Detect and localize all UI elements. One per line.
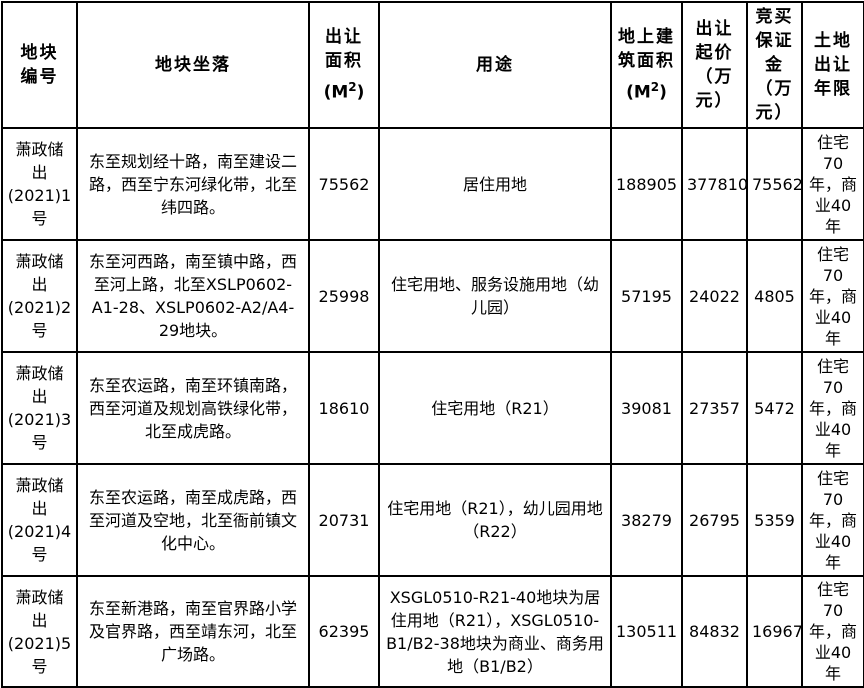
table-body: 萧政储 出 (2021)1 号 东至规划经十路，南至建设二路，西至宁东河绿化带，… [1,127,864,688]
cell-use: 居住用地 [378,127,612,241]
cell-tenure: 住宅 70 年，商 业40 年 [801,127,864,241]
cell-parcel-id: 萧政储 出 (2021)4 号 [1,463,78,577]
cell-tenure: 住宅 70 年，商 业40 年 [801,351,864,465]
cell-start-price: 27357 [681,351,748,465]
column-header-location: 地块坐落 [76,1,310,129]
cell-tenure: 住宅 70 年，商 业40 年 [801,239,864,353]
cell-use: 住宅用地（R21） [378,351,612,465]
column-header-use: 用途 [378,1,612,129]
table-row-parcel-3: 萧政储 出 (2021)3 号 东至农运路，南至环镇南路，西至河道及规划高铁绿化… [1,351,864,465]
table-row-parcel-1: 萧政储 出 (2021)1 号 东至规划经十路，南至建设二路，西至宁东河绿化带，… [1,127,864,241]
table-row-parcel-4: 萧政储 出 (2021)4 号 东至农运路，南至成虎路，西至河道及空地，北至衙前… [1,463,864,577]
cell-location: 东至农运路，南至成虎路，西至河道及空地，北至衙前镇文化中心。 [76,463,310,577]
cell-transfer-area: 62395 [308,575,380,688]
cell-parcel-id: 萧政储 出 (2021)5 号 [1,575,78,688]
column-header-start-price: 出让 起价 （万 元） [681,1,748,129]
cell-deposit: 75562 [746,127,803,241]
cell-start-price: 24022 [681,239,748,353]
cell-gfa: 188905 [610,127,683,241]
table-row-parcel-5: 萧政储 出 (2021)5 号 东至新港路，南至官界路小学及官界路，西至靖东河，… [1,575,864,688]
cell-tenure: 住宅 70 年，商 业40 年 [801,575,864,688]
cell-parcel-id: 萧政储 出 (2021)2 号 [1,239,78,353]
table-header: 地块 编号 地块坐落 出让 面积 (M2) 用途 地上建 筑面积 (M2) 出让… [1,1,864,129]
cell-start-price: 377810 [681,127,748,241]
cell-location: 东至新港路，南至官界路小学及官界路，西至靖东河，北至广场路。 [76,575,310,688]
cell-transfer-area: 75562 [308,127,380,241]
cell-gfa: 130511 [610,575,683,688]
cell-tenure: 住宅 70 年，商 业40 年 [801,463,864,577]
cell-use: XSGL0510-R21-40地块为居住用地（R21），XSGL0510-B1/… [378,575,612,688]
cell-gfa: 39081 [610,351,683,465]
cell-transfer-area: 25998 [308,239,380,353]
cell-deposit: 16967 [746,575,803,688]
column-header-gfa: 地上建 筑面积 (M2) [610,1,683,129]
cell-start-price: 84832 [681,575,748,688]
area-unit-label: (M2) [323,80,365,103]
cell-use: 住宅用地（R21），幼儿园用地（R22） [378,463,612,577]
cell-deposit: 5359 [746,463,803,577]
cell-gfa: 38279 [610,463,683,577]
cell-location: 东至农运路，南至环镇南路，西至河道及规划高铁绿化带，北至成虎路。 [76,351,310,465]
header-row: 地块 编号 地块坐落 出让 面积 (M2) 用途 地上建 筑面积 (M2) 出让… [1,1,864,129]
cell-transfer-area: 18610 [308,351,380,465]
cell-parcel-id: 萧政储 出 (2021)3 号 [1,351,78,465]
cell-parcel-id: 萧政储 出 (2021)1 号 [1,127,78,241]
cell-location: 东至河西路，南至镇中路，西至河上路，北至XSLP0602-A1-28、XSLP0… [76,239,310,353]
cell-gfa: 57195 [610,239,683,353]
cell-use: 住宅用地、服务设施用地（幼儿园） [378,239,612,353]
column-header-deposit: 竞买 保证 金 （万 元） [746,1,803,129]
column-header-transfer-area: 出让 面积 (M2) [308,1,380,129]
cell-deposit: 4805 [746,239,803,353]
cell-location: 东至规划经十路，南至建设二路，西至宁东河绿化带，北至纬四路。 [76,127,310,241]
gfa-unit-label: (M2) [626,80,667,103]
cell-transfer-area: 20731 [308,463,380,577]
cell-start-price: 26795 [681,463,748,577]
column-header-parcel-id: 地块 编号 [1,1,78,129]
cell-deposit: 5472 [746,351,803,465]
column-header-tenure: 土地 出让 年限 [801,1,864,129]
table-row-parcel-2: 萧政储 出 (2021)2 号 东至河西路，南至镇中路，西至河上路，北至XSLP… [1,239,864,353]
